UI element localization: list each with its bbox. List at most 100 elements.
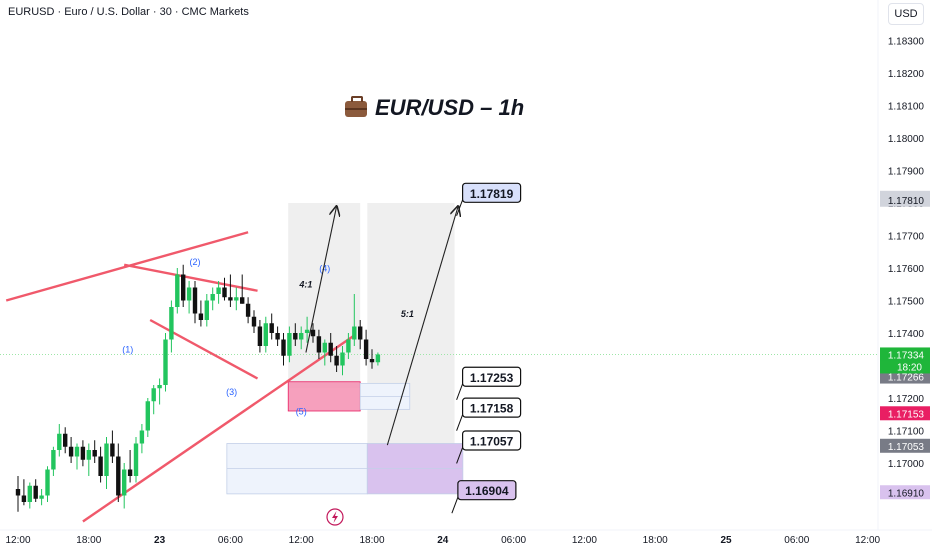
x-tick-label-6: 24 bbox=[437, 535, 449, 546]
callout-pointer-1 bbox=[456, 383, 464, 400]
candle-body bbox=[375, 354, 381, 363]
candle-body bbox=[80, 446, 86, 460]
candle-body bbox=[192, 287, 198, 314]
price-scale-tag-2 bbox=[880, 347, 930, 362]
y-tick-label-9: 1.17400 bbox=[888, 329, 925, 340]
briefcase-icon bbox=[345, 96, 367, 117]
callout-box-1 bbox=[462, 366, 522, 387]
y-tick-label-2: 1.18100 bbox=[888, 102, 925, 113]
candle-body bbox=[287, 333, 292, 356]
x-tick-label-3: 06:00 bbox=[218, 535, 243, 546]
x-tick-label-2: 23 bbox=[154, 535, 166, 546]
candle-body bbox=[139, 430, 145, 444]
candle-body bbox=[216, 287, 221, 294]
candle-body bbox=[127, 469, 133, 476]
candle-body bbox=[358, 326, 363, 340]
candle-body bbox=[163, 339, 168, 385]
y-tick-label-10: 1.17200 bbox=[888, 394, 925, 405]
candle-body bbox=[151, 388, 156, 402]
candle-body bbox=[240, 297, 245, 304]
zone-pink-2 bbox=[287, 381, 361, 412]
candle-body bbox=[263, 323, 268, 346]
y-tick-label-8: 1.17500 bbox=[888, 297, 925, 308]
callout-label-2: 1.17158 bbox=[470, 402, 514, 416]
chart-title-text: EUR/USD – 1h bbox=[375, 95, 525, 120]
callout-label-3: 1.17057 bbox=[470, 434, 514, 448]
candle-body bbox=[181, 274, 186, 301]
y-tick-label-6: 1.17700 bbox=[888, 232, 925, 243]
candle-body bbox=[39, 495, 44, 499]
candle-body bbox=[316, 336, 322, 353]
x-tick-label-12: 12:00 bbox=[855, 535, 880, 546]
y-tick-label-0: 1.18300 bbox=[888, 37, 925, 48]
candle-body bbox=[363, 339, 369, 359]
price-scale-text-6: 1.16910 bbox=[888, 488, 925, 499]
y-tick-label-11: 1.17100 bbox=[888, 427, 925, 438]
wave-label-2: (3) bbox=[226, 387, 237, 397]
candle-body bbox=[133, 443, 139, 476]
price-scale-tag-1 bbox=[880, 192, 930, 207]
candle-body bbox=[204, 300, 209, 320]
ratio-label-1: 5:1 bbox=[401, 309, 414, 319]
x-tick-label-0: 12:00 bbox=[5, 535, 30, 546]
candle-body bbox=[122, 469, 127, 496]
candle-body bbox=[293, 333, 298, 340]
candle-body bbox=[275, 333, 280, 340]
candle-body bbox=[169, 307, 174, 340]
x-tick-label-11: 06:00 bbox=[784, 535, 809, 546]
candle-body bbox=[45, 469, 50, 496]
y-tick-label-12: 1.17000 bbox=[888, 459, 925, 470]
chart-title: EUR/USD – 1h bbox=[345, 95, 524, 121]
candle-body bbox=[157, 385, 162, 389]
candle-body bbox=[92, 450, 97, 457]
candle-body bbox=[222, 287, 227, 298]
candle-body bbox=[346, 339, 351, 353]
candle-body bbox=[334, 355, 339, 366]
candle-body bbox=[15, 489, 21, 496]
candle-body bbox=[304, 329, 310, 333]
callout-label-0: 1.17819 bbox=[470, 187, 514, 201]
x-tick-label-7: 06:00 bbox=[501, 535, 526, 546]
candle-body bbox=[210, 294, 215, 301]
candle-body bbox=[104, 443, 109, 476]
callout-label-4: 1.16904 bbox=[465, 484, 509, 498]
candle-body bbox=[74, 446, 80, 457]
candle-body bbox=[228, 297, 233, 301]
callout-box-3 bbox=[462, 430, 522, 451]
candle-body bbox=[116, 456, 121, 496]
candles bbox=[15, 264, 381, 512]
candle-body bbox=[328, 342, 333, 356]
price-scale-text-1: 1.17810 bbox=[888, 196, 925, 207]
candle-body bbox=[186, 287, 192, 301]
y-tick-label-4: 1.17900 bbox=[888, 167, 925, 178]
candle-body bbox=[322, 342, 327, 353]
countdown-text: 18:20 bbox=[897, 362, 922, 373]
price-scale-tag-6 bbox=[880, 485, 930, 500]
candle-body bbox=[145, 401, 150, 431]
candle-body bbox=[63, 433, 68, 447]
wave-label-0: (1) bbox=[122, 345, 133, 355]
candle-body bbox=[198, 313, 204, 320]
candle-body bbox=[245, 303, 251, 317]
price-scale-tag-4 bbox=[880, 406, 930, 421]
candle-body bbox=[33, 485, 38, 499]
candle-body bbox=[369, 359, 375, 363]
channel-lower-line bbox=[82, 335, 354, 523]
candle-body bbox=[340, 352, 345, 366]
x-tick-label-1: 18:00 bbox=[76, 535, 101, 546]
price-scale-text-2: 1.17334 bbox=[888, 350, 925, 361]
x-tick-label-10: 25 bbox=[720, 535, 732, 546]
callout-label-1: 1.17253 bbox=[470, 371, 514, 385]
x-tick-label-9: 18:00 bbox=[643, 535, 668, 546]
symbol-header: EURUSD · Euro / U.S. Dollar · 30 · CMC M… bbox=[8, 6, 249, 18]
currency-button[interactable]: USD bbox=[888, 3, 924, 25]
zone-gray-0 bbox=[288, 203, 361, 389]
y-tick-label-3: 1.18000 bbox=[888, 134, 925, 145]
candle-body bbox=[57, 433, 62, 450]
candle-body bbox=[269, 323, 274, 333]
wedge-bottom-line bbox=[149, 318, 259, 380]
candle-body bbox=[27, 485, 32, 502]
x-tick-label-4: 12:00 bbox=[289, 535, 314, 546]
price-scale-text-5: 1.17053 bbox=[888, 442, 925, 453]
